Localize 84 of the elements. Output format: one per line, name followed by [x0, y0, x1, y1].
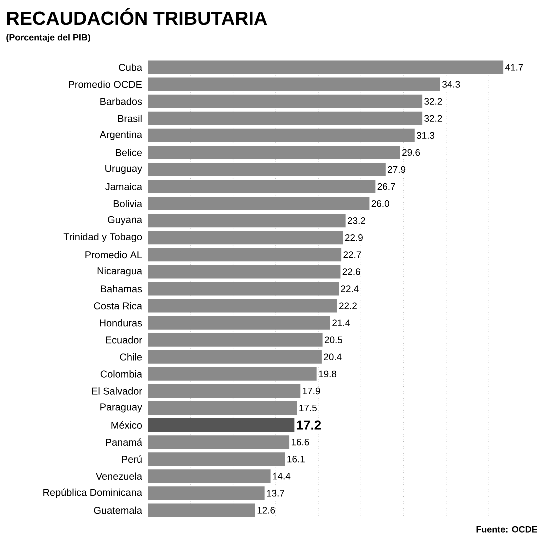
bar [148, 299, 338, 313]
data-label: 13.7 [267, 490, 284, 497]
data-label: 14.4 [273, 473, 291, 480]
y-tick-label: El Salvador [92, 388, 142, 395]
bar [148, 248, 342, 262]
data-label: 22.9 [345, 234, 363, 242]
bar [148, 316, 330, 330]
y-tick-label: Ecuador [106, 336, 142, 344]
y-tick-label: Belice [116, 149, 142, 156]
bar [148, 60, 504, 74]
y-tick-label: México [112, 422, 142, 429]
y-tick-label: Chile [120, 353, 142, 361]
bar [148, 384, 301, 398]
data-label: 31.3 [416, 132, 435, 140]
y-tick-label: Promedio OCDE [69, 80, 142, 88]
y-tick-label: Trinidad y Tobago [64, 233, 142, 243]
bar [148, 128, 415, 142]
y-tick-label: Cuba [119, 64, 142, 72]
data-label: 20.4 [324, 354, 342, 360]
data-label: 26.0 [372, 200, 390, 208]
bar [148, 452, 286, 466]
y-tick-label: Panamá [106, 438, 142, 446]
bar [148, 504, 256, 518]
text: (Porcentaje del PIB) [6, 34, 90, 43]
y-tick-label: Guyana [108, 216, 142, 226]
data-label: 32.2 [424, 115, 442, 122]
data-label: 41.7 [505, 64, 524, 71]
data-label: 21.4 [332, 320, 350, 326]
data-label: 20.5 [324, 336, 343, 344]
data-label: 32.2 [424, 98, 442, 105]
bar [148, 180, 376, 194]
data-label: 17.9 [303, 388, 320, 395]
bar [148, 402, 298, 415]
data-label: 26.7 [378, 183, 396, 190]
bar [148, 231, 344, 245]
bar [148, 350, 322, 364]
y-tick-label: Brasil [118, 114, 142, 122]
y-tick-label: Bahamas [101, 285, 142, 293]
y-tick-label: Jamaica [106, 183, 142, 190]
bar [148, 333, 323, 347]
y-tick-label: República Dominicana [44, 488, 142, 498]
bar [148, 418, 295, 432]
data-label: 27.9 [388, 166, 406, 174]
y-tick-label: Nicaragua [98, 267, 142, 277]
y-tick-label: Honduras [100, 319, 142, 327]
bar [148, 197, 370, 211]
data-label: 16.6 [292, 438, 310, 446]
bar [148, 282, 339, 296]
y-tick-label: Barbados [100, 98, 142, 106]
data-label: 12.6 [258, 507, 276, 514]
y-tick-label: Guatemala [94, 506, 142, 514]
data-label: 17.5 [300, 404, 317, 412]
data-label: 34.3 [442, 81, 460, 88]
y-tick-label: Colombia [100, 370, 142, 378]
y-tick-label: Uruguay [106, 165, 142, 174]
data-label: 22.2 [339, 302, 357, 310]
data-label: 22.7 [344, 252, 362, 258]
y-tick-label: Paraguay [100, 404, 142, 413]
bar [148, 367, 317, 381]
chart-title: RECAUDACIÓN TRIBUTARIA [7, 8, 268, 26]
data-label: 17.2 [297, 420, 322, 430]
bar [148, 265, 341, 279]
data-label: 19.8 [319, 370, 337, 378]
data-label: 23.2 [348, 217, 366, 224]
data-label: 16.1 [288, 456, 305, 463]
data-label: 22.6 [342, 268, 360, 276]
bar [148, 78, 440, 92]
bar [148, 146, 400, 160]
bar [148, 162, 386, 176]
y-tick-label: Argentina [100, 131, 142, 140]
bar [148, 94, 423, 108]
data-label: 29.6 [402, 149, 420, 156]
bar [148, 112, 423, 126]
data-label: 22.4 [341, 286, 359, 292]
bar [148, 470, 271, 484]
y-tick-label: Bolivia [114, 200, 142, 208]
y-tick-label: Costa Rica [94, 302, 142, 310]
y-tick-label: Perú [122, 456, 142, 464]
bar [148, 214, 346, 228]
bar [148, 486, 265, 500]
source-note: Fuente: OCDE [476, 526, 538, 533]
y-tick-label: Promedio AL [86, 251, 142, 259]
bar [148, 436, 290, 450]
y-tick-label: Venezuela [96, 472, 142, 480]
